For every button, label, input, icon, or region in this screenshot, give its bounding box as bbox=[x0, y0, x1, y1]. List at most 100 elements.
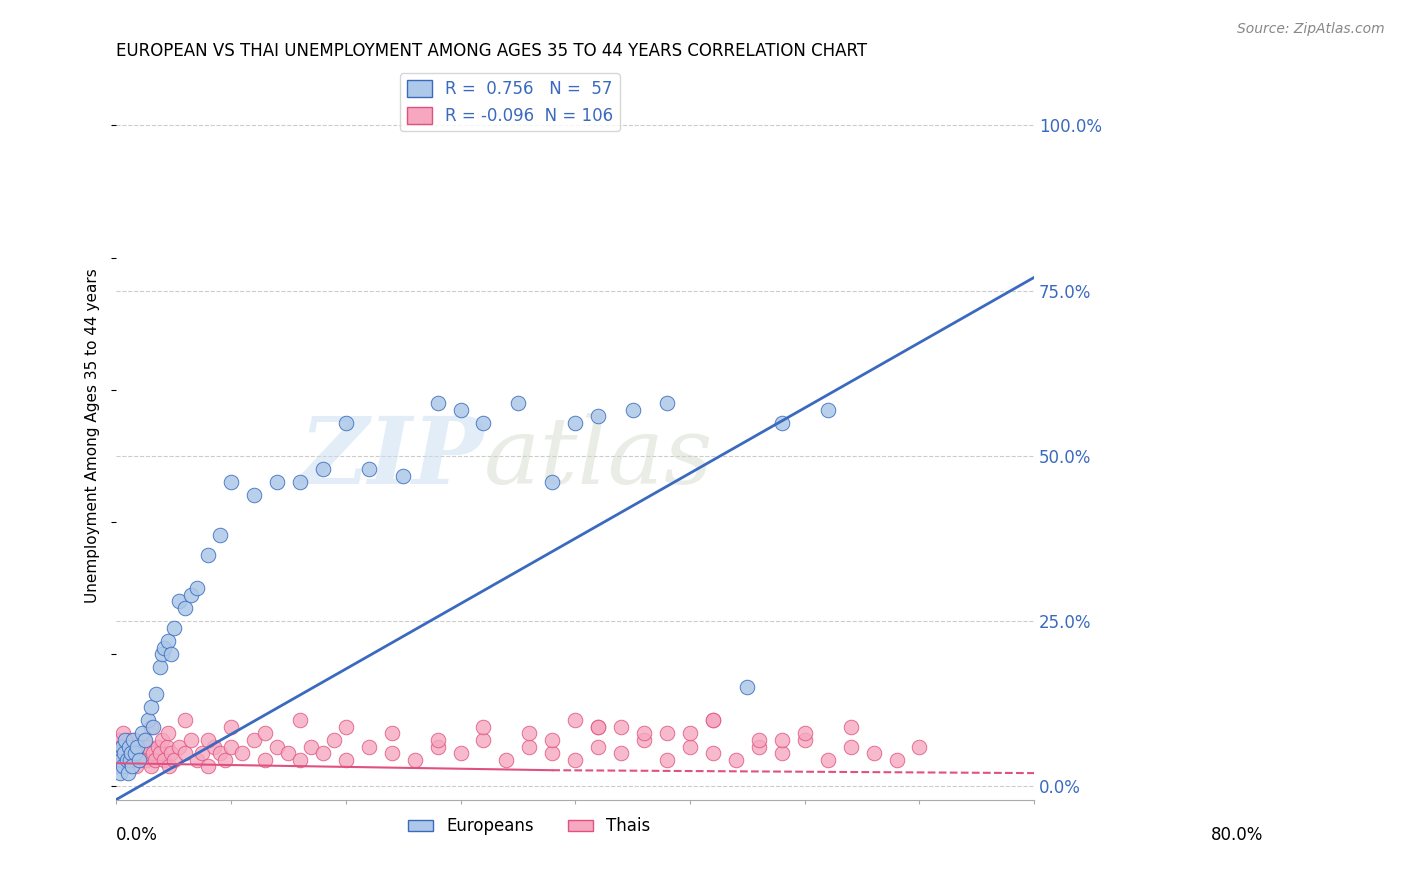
Point bbox=[793, 733, 815, 747]
Point bbox=[118, 739, 141, 754]
Point bbox=[174, 746, 197, 760]
Point bbox=[426, 396, 449, 410]
Text: atlas: atlas bbox=[484, 413, 713, 503]
Point bbox=[208, 528, 231, 542]
Point bbox=[157, 759, 180, 773]
Point bbox=[139, 700, 162, 714]
Point bbox=[886, 753, 908, 767]
Point bbox=[122, 733, 145, 747]
Point bbox=[117, 746, 139, 760]
Point bbox=[118, 753, 141, 767]
Point bbox=[243, 733, 266, 747]
Point bbox=[139, 759, 162, 773]
Point bbox=[153, 753, 176, 767]
Point bbox=[120, 739, 142, 754]
Point bbox=[118, 733, 141, 747]
Point bbox=[633, 733, 655, 747]
Point bbox=[266, 739, 288, 754]
Point bbox=[381, 746, 404, 760]
Point bbox=[586, 720, 609, 734]
Point bbox=[277, 746, 299, 760]
Point bbox=[197, 759, 219, 773]
Text: Source: ZipAtlas.com: Source: ZipAtlas.com bbox=[1237, 22, 1385, 37]
Point bbox=[197, 548, 219, 562]
Point bbox=[139, 720, 162, 734]
Point bbox=[153, 640, 176, 655]
Point bbox=[724, 753, 747, 767]
Point bbox=[541, 746, 564, 760]
Point bbox=[323, 733, 346, 747]
Point bbox=[748, 739, 770, 754]
Point bbox=[702, 746, 724, 760]
Point bbox=[299, 739, 322, 754]
Point bbox=[702, 713, 724, 727]
Point bbox=[149, 660, 172, 674]
Point bbox=[817, 402, 839, 417]
Point bbox=[118, 753, 141, 767]
Point bbox=[335, 720, 357, 734]
Point bbox=[125, 759, 148, 773]
Point bbox=[120, 746, 142, 760]
Point bbox=[770, 733, 793, 747]
Text: ZIP: ZIP bbox=[299, 413, 484, 503]
Point bbox=[169, 594, 191, 608]
Point bbox=[219, 475, 242, 490]
Point bbox=[312, 746, 335, 760]
Point bbox=[135, 753, 157, 767]
Point bbox=[208, 746, 231, 760]
Point bbox=[150, 647, 173, 661]
Point bbox=[145, 687, 167, 701]
Point bbox=[472, 733, 495, 747]
Point bbox=[655, 753, 678, 767]
Point bbox=[160, 647, 183, 661]
Point bbox=[138, 713, 160, 727]
Point bbox=[517, 726, 540, 740]
Point bbox=[156, 633, 179, 648]
Point bbox=[110, 739, 132, 754]
Point bbox=[117, 766, 139, 780]
Point bbox=[146, 739, 169, 754]
Point bbox=[134, 733, 156, 747]
Point bbox=[655, 726, 678, 740]
Point bbox=[770, 746, 793, 760]
Point bbox=[426, 733, 449, 747]
Point bbox=[404, 753, 426, 767]
Point bbox=[131, 746, 153, 760]
Point bbox=[125, 739, 148, 754]
Point bbox=[128, 753, 150, 767]
Point bbox=[128, 753, 150, 767]
Point bbox=[335, 753, 357, 767]
Point bbox=[180, 733, 202, 747]
Point bbox=[150, 733, 173, 747]
Point bbox=[610, 720, 633, 734]
Point bbox=[112, 759, 135, 773]
Point bbox=[142, 746, 165, 760]
Point bbox=[115, 753, 138, 767]
Point bbox=[115, 759, 138, 773]
Point bbox=[908, 739, 931, 754]
Point bbox=[124, 746, 146, 760]
Point bbox=[288, 753, 311, 767]
Point bbox=[254, 753, 277, 767]
Point bbox=[335, 416, 357, 430]
Point bbox=[586, 739, 609, 754]
Point bbox=[121, 746, 143, 760]
Point bbox=[110, 753, 132, 767]
Legend: Europeans, Thais: Europeans, Thais bbox=[402, 811, 657, 842]
Point bbox=[122, 753, 145, 767]
Point bbox=[163, 753, 186, 767]
Point bbox=[174, 713, 197, 727]
Point bbox=[219, 739, 242, 754]
Point bbox=[186, 753, 208, 767]
Point bbox=[156, 739, 179, 754]
Point bbox=[132, 733, 155, 747]
Point bbox=[107, 746, 129, 760]
Point bbox=[506, 396, 529, 410]
Point bbox=[472, 416, 495, 430]
Point bbox=[839, 720, 862, 734]
Point bbox=[702, 713, 724, 727]
Text: 80.0%: 80.0% bbox=[1212, 825, 1264, 844]
Point bbox=[124, 733, 146, 747]
Point bbox=[1161, 118, 1184, 132]
Point bbox=[564, 416, 586, 430]
